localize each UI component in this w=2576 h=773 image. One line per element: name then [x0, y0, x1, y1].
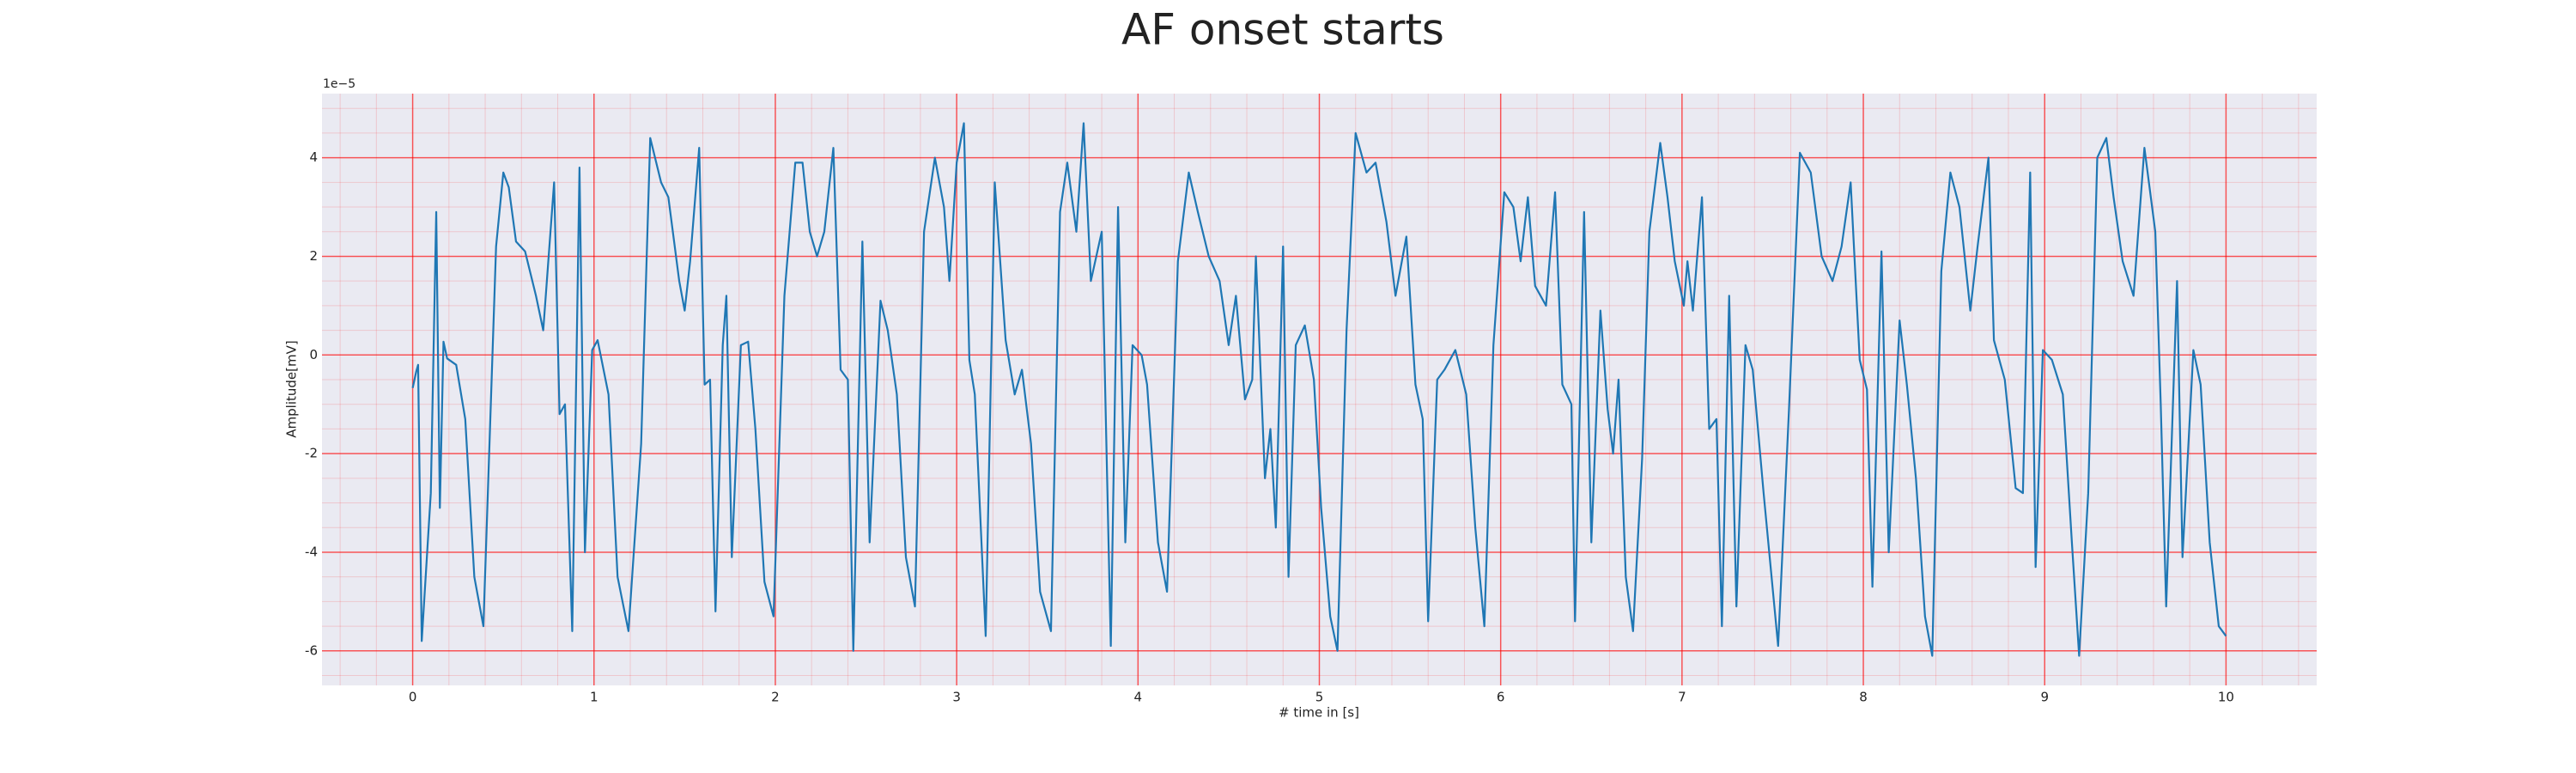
y-offset-label: 1e−5: [323, 77, 355, 91]
y-axis-label: Amplitude[mV]: [284, 340, 300, 437]
y-tick-label: -4: [305, 544, 318, 559]
x-tick-label: 7: [1678, 690, 1686, 705]
x-axis-label: # time in [s]: [1279, 705, 1359, 721]
x-tick-label: 5: [1315, 690, 1324, 705]
x-tick-label: 6: [1497, 690, 1505, 705]
data-line: [411, 122, 2227, 657]
x-tick-label: 0: [409, 690, 417, 705]
x-tick-label: 4: [1134, 690, 1143, 705]
x-tick-label: 1: [590, 690, 598, 705]
y-tick-label: 4: [309, 149, 318, 165]
y-tick-label: -6: [305, 642, 318, 658]
x-tick-label: 8: [1859, 690, 1868, 705]
chart-title: AF onset starts: [1121, 5, 1444, 55]
x-tick-label: 10: [2218, 690, 2234, 705]
x-tick-label: 9: [2040, 690, 2049, 705]
y-tick-label: -2: [305, 446, 318, 461]
y-tick-label: 2: [309, 248, 318, 264]
x-tick-label: 2: [771, 690, 780, 705]
y-tick-label: 0: [309, 347, 318, 362]
x-tick-label: 3: [952, 690, 961, 705]
